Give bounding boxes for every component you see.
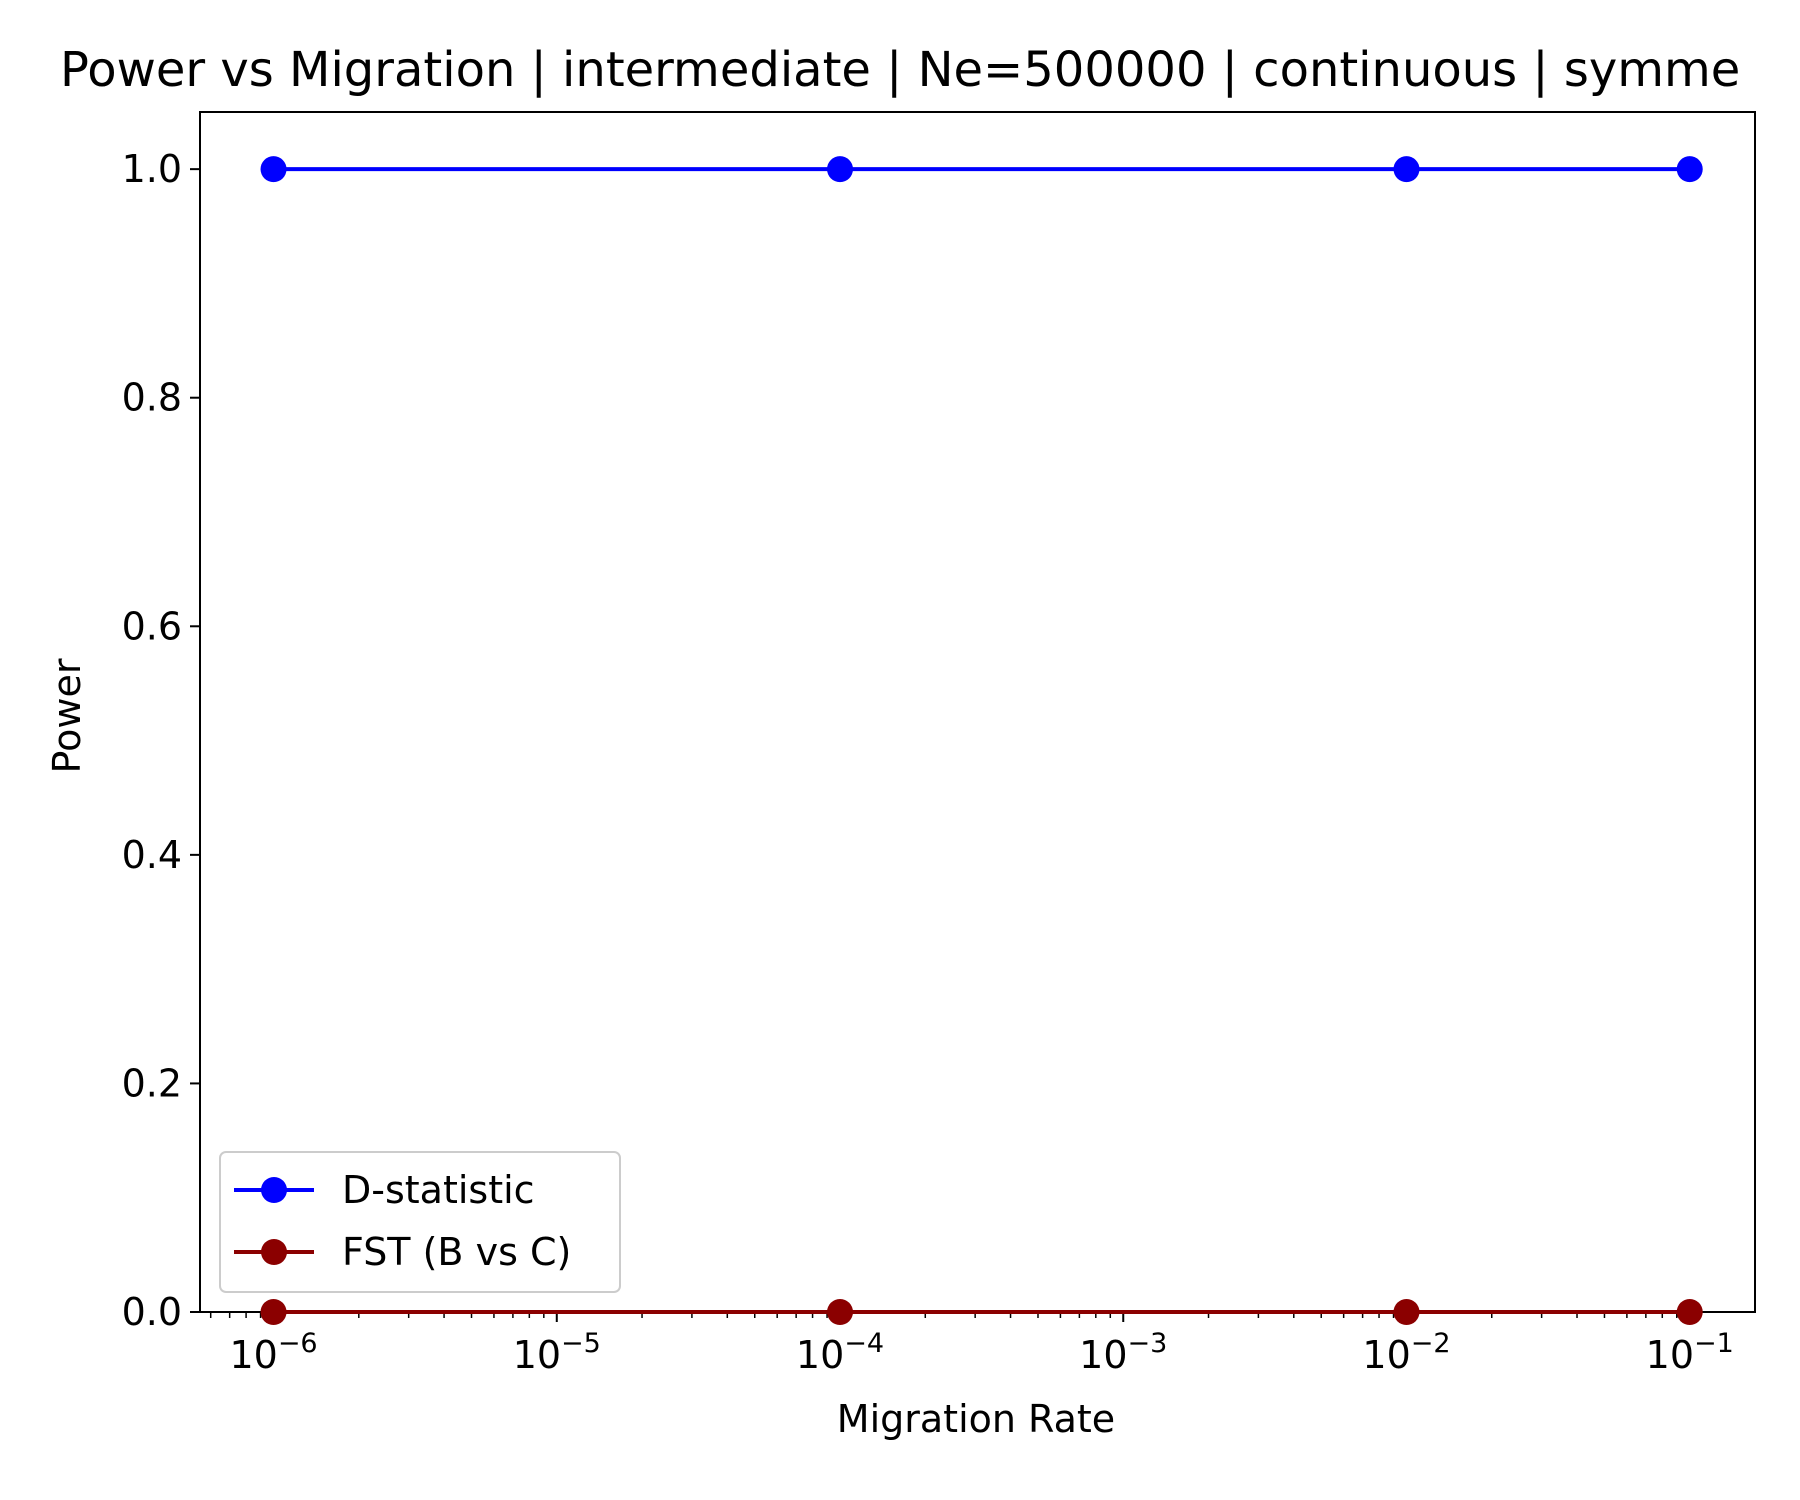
plot-frame — [199, 111, 1756, 1313]
data-point — [1676, 1299, 1703, 1325]
x-axis-label: Migration Rate — [837, 1397, 1115, 1441]
x-tick-label: 10−3 — [1079, 1328, 1167, 1377]
y-tick-label: 0.4 — [122, 833, 182, 877]
y-tick-label: 0.0 — [122, 1290, 182, 1334]
plot-area: 0.0 0.2 0.4 0.6 0.8 1.0 10−6 10−5 10−4 10−3 10−2 10… — [122, 111, 1756, 1377]
data-point — [1393, 156, 1420, 183]
data-point — [1393, 1299, 1420, 1325]
legend-label: FST (B vs C) — [342, 1230, 571, 1274]
data-point — [260, 156, 287, 183]
legend-box — [219, 1151, 621, 1293]
data-point — [827, 156, 854, 183]
data-point — [827, 1299, 854, 1325]
x-tick-label: 10−4 — [796, 1328, 884, 1377]
data-point — [260, 1299, 287, 1325]
y-tick-label: 0.2 — [122, 1061, 182, 1105]
x-tick-label: 10−5 — [513, 1328, 601, 1377]
x-tick-label: 10−2 — [1362, 1328, 1450, 1377]
y-tick-label: 0.8 — [122, 376, 182, 420]
chart-title: Power vs Migration | intermediate | Ne=5… — [60, 42, 1740, 98]
x-tick-label: 10−6 — [229, 1328, 317, 1377]
y-axis-label: Power — [45, 658, 89, 773]
legend-marker — [261, 1177, 287, 1203]
legend: D-statistic FST (B vs C) — [219, 1151, 621, 1293]
y-tick-label: 0.6 — [122, 604, 182, 648]
x-tick-label: 10−1 — [1646, 1328, 1734, 1377]
data-point — [1676, 156, 1703, 183]
y-tick-label: 1.0 — [122, 147, 182, 191]
legend-marker — [261, 1239, 287, 1265]
legend-label: D-statistic — [342, 1168, 535, 1212]
